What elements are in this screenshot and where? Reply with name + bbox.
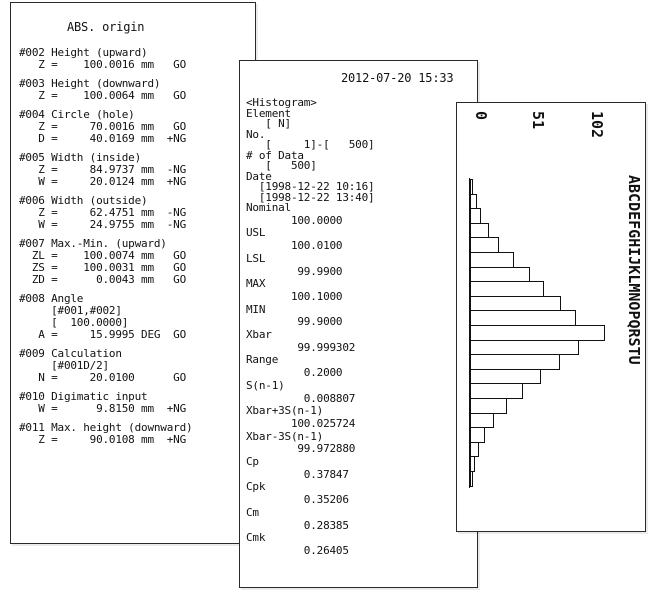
result-value: [#001,#002] <box>19 304 122 317</box>
stat-label: Cpk <box>246 480 266 494</box>
axis-label-51: 51 <box>529 111 547 130</box>
measurement-results-sheet: ABS. origin #002 Height (upward) Z = 100… <box>10 2 256 544</box>
histogram-bar-R <box>470 427 485 443</box>
stat-label: Element <box>246 106 291 120</box>
stat-label: Cm <box>246 505 259 519</box>
stat-value: [ 500] <box>246 159 317 172</box>
stat-value: 0.008807 <box>246 391 356 405</box>
result-value: W = 20.0124 mm +NG <box>19 175 186 188</box>
stat-value: [1998-12-22 10:16] <box>246 180 375 193</box>
stat-label: Nominal <box>246 201 291 214</box>
sheet-header: ABS. origin <box>67 20 145 34</box>
stat-label: Xbar-3S(n-1) <box>246 429 324 443</box>
histogram-bar-G <box>470 266 530 283</box>
result-value: ZD = 0.0043 mm GO <box>19 273 186 286</box>
stat-label: Xbar+3S(n-1) <box>246 404 324 418</box>
histogram-bar-S <box>470 441 480 458</box>
stat-label: <Histogram> <box>246 96 317 109</box>
stat-value: 100.0000 <box>246 213 343 227</box>
result-heading: #004 Circle (hole) <box>19 108 135 121</box>
stat-value: [ N] <box>246 117 291 130</box>
histogram-bar-L <box>470 339 579 356</box>
result-value: Z = 100.0064 mm GO <box>19 89 186 102</box>
category-letters: ABCDEFGHIJKLMNOPQRSTU <box>625 175 643 365</box>
histogram-bar-H <box>470 281 545 297</box>
result-value: N = 20.0100 GO <box>19 371 186 384</box>
stat-label: # of Data <box>246 148 304 162</box>
stat-value: [1998-12-22 13:40] <box>246 190 375 204</box>
axis-label-0: 0 <box>472 111 490 121</box>
stat-value: 99.999302 <box>246 340 356 354</box>
result-value: D = 40.0169 mm +NG <box>19 132 186 145</box>
histogram-bar-P <box>470 398 508 414</box>
stat-label: Range <box>246 353 279 367</box>
stat-label: Date <box>246 169 272 183</box>
result-value: A = 15.9995 DEG GO <box>19 328 186 341</box>
histogram-bar-M <box>470 354 560 370</box>
result-value: Z = 84.9737 mm -NG <box>19 163 186 176</box>
stat-value: 0.26405 <box>246 543 349 557</box>
stat-value: 0.37847 <box>246 467 349 481</box>
result-heading: #002 Height (upward) <box>19 46 148 59</box>
stat-label: LSL <box>246 251 266 265</box>
histogram-bar-D <box>470 222 489 239</box>
stat-label: S(n-1) <box>246 378 285 392</box>
stat-value: 100.0100 <box>246 239 343 253</box>
stat-label: MAX <box>246 277 266 291</box>
histogram-sheet: 0 51 102 ABCDEFGHIJKLMNOPQRSTU <box>456 102 646 532</box>
histogram-bar-T <box>470 456 476 472</box>
stat-value: 99.9900 <box>246 264 343 278</box>
result-heading: #008 Angle <box>19 292 84 305</box>
print-datetime: 2012-07-20 15:33 <box>341 71 454 85</box>
stat-value: 0.2000 <box>246 366 343 380</box>
result-heading: #005 Width (inside) <box>19 151 142 164</box>
histogram-bar-Q <box>470 412 494 429</box>
stat-label: USL <box>246 226 266 240</box>
result-heading: #009 Calculation <box>19 347 122 360</box>
histogram-bar-I <box>470 295 562 312</box>
result-value: [#001D/2] <box>19 359 109 372</box>
result-value: Z = 70.0016 mm GO <box>19 120 186 133</box>
histogram-bar-N <box>470 368 542 385</box>
result-heading: #006 Width (outside) <box>19 194 148 207</box>
result-value: ZL = 100.0074 mm GO <box>19 249 186 262</box>
histogram-bar-U <box>470 471 473 487</box>
stat-value: 100.025724 <box>246 416 356 430</box>
result-value: [ 100.0000] <box>19 316 129 329</box>
histogram-bar-A <box>470 179 473 195</box>
result-value: Z = 100.0016 mm GO <box>19 58 186 71</box>
stat-label: MIN <box>246 302 266 316</box>
histogram-bar-B <box>470 193 477 210</box>
result-value: W = 24.9755 mm -NG <box>19 218 186 231</box>
result-value: ZS = 100.0031 mm GO <box>19 261 186 274</box>
result-value: Z = 62.4751 mm -NG <box>19 206 186 219</box>
result-heading: #010 Digimatic input <box>19 390 148 403</box>
result-heading: #003 Height (downward) <box>19 77 161 90</box>
result-value: W = 9.8150 mm +NG <box>19 402 186 415</box>
histogram-bar-K <box>470 325 605 341</box>
stat-label: Cmk <box>246 531 266 545</box>
stat-value: 99.972880 <box>246 442 356 456</box>
result-heading: #011 Max. height (downward) <box>19 421 193 434</box>
stat-value: [ 1]-[ 500] <box>246 138 375 151</box>
statistics-sheet: 2012-07-20 15:33 <Histogram> Element [ N]… <box>239 60 478 588</box>
stat-value: 99.9000 <box>246 315 343 329</box>
histogram-axis <box>469 178 470 488</box>
histogram-bar-O <box>470 383 523 399</box>
stat-label: Xbar <box>246 328 272 341</box>
histogram-bar-J <box>470 310 576 326</box>
stat-value: 100.1000 <box>246 289 343 303</box>
stat-value: 0.35206 <box>246 493 349 507</box>
histogram-bar-F <box>470 252 514 268</box>
result-value: Z = 90.0108 mm +NG <box>19 433 186 446</box>
stat-label: No. <box>246 127 266 141</box>
stat-label: Cp <box>246 455 259 468</box>
result-heading: #007 Max.-Min. (upward) <box>19 237 167 250</box>
stat-value: 0.28385 <box>246 518 349 532</box>
histogram-bar-E <box>470 237 500 253</box>
histogram-bar-C <box>470 208 481 224</box>
axis-label-102: 102 <box>588 111 606 139</box>
